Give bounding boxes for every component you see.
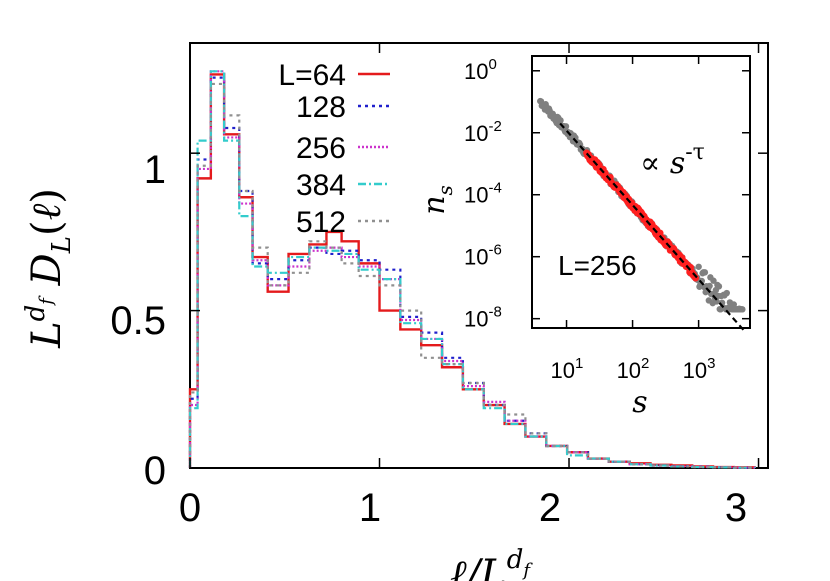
inset-point [706,282,713,290]
inset-point [723,289,730,297]
inset-power-law-annotation: ∝ s-τ [640,140,705,181]
main-legend: L=64 128 256 384 512 [278,59,390,239]
series-line-4 [188,70,756,469]
main-tick-marks [189,43,768,469]
main-y-ticks: 0 0.5 1 [110,148,166,493]
legend-label: 256 [296,132,346,165]
inset-x-tick-label: 101 [551,355,584,383]
main-plot-frame [189,42,769,469]
main-x-tick: 3 [725,486,747,530]
series-line-5 [188,82,756,469]
main-x-ticks: 0 1 2 3 [179,486,747,530]
inset-y-tick-label: 10-4 [464,180,502,208]
inset-point [715,283,723,290]
inset-x-axis-label: s [632,385,647,420]
svg-text:ns: ns [417,185,457,215]
inset-series-group [537,97,746,333]
inset-annotation-base: s [670,146,685,181]
legend-label: 384 [296,169,346,202]
svg-text:Ldf DL(ℓ): Ldf DL(ℓ) [21,188,77,349]
inset-fit-line [559,122,746,333]
svg-text:ℓ/Ldf: ℓ/Ldf [450,545,533,581]
inset-y-tick-label: 10-8 [464,304,502,332]
main-series-group [188,43,768,469]
inset-y-axis-label: ns [417,185,457,215]
inset-label: L=256 [558,250,637,281]
inset-annotation-exp: -τ [685,140,705,165]
inset-x-tick-label: 102 [617,355,650,383]
main-x-tick: 2 [539,486,561,530]
inset-point [713,298,720,305]
inset-point [710,277,717,284]
inset-point [557,117,564,124]
inset-point [701,269,709,276]
inset-annotation-prefix: ∝ [640,146,670,181]
legend-label: 128 [296,91,346,124]
main-x-tick: 1 [359,486,381,530]
legend-label: L=64 [278,59,346,92]
main-x-axis-label: ℓ/Ldf [450,545,533,581]
inset-y-tick-label: 10-6 [464,242,502,270]
inset-point [562,123,570,130]
legend-label: 512 [296,206,346,239]
inset-point [730,301,737,308]
main-y-tick: 0 [144,449,166,493]
inset-point [695,263,702,270]
inset-ticks: 101 102 103 100 10-2 10-4 10-6 10-8 [464,56,750,383]
svg-text:∝ s-τ: ∝ s-τ [640,140,705,181]
inset-y-tick-label: 10-2 [464,118,502,146]
main-y-tick: 1 [144,148,166,192]
main-y-tick: 0.5 [110,299,166,343]
inset-point [739,306,746,313]
inset-x-tick-label: 103 [683,355,716,383]
inset-y-tick-label: 100 [464,56,497,84]
main-x-tick: 0 [179,486,201,530]
main-y-axis-label: Ldf DL(ℓ) [21,188,77,349]
